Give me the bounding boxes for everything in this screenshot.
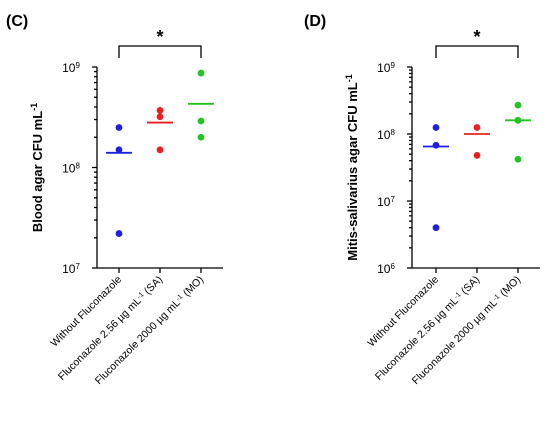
- y-tick-label: 109: [377, 61, 395, 76]
- x-category-label-suffix: (SA): [457, 274, 482, 299]
- x-category-label-superscript: -1: [175, 293, 184, 302]
- y-axis-label: Blood agar CFU mL-1: [29, 103, 45, 232]
- data-point: [156, 106, 164, 114]
- data-point: [115, 146, 123, 154]
- y-tick-label-exponent: 8: [390, 128, 395, 137]
- panel-label: (C): [6, 13, 28, 30]
- x-category-label-superscript: -1: [453, 291, 462, 300]
- x-category-label-suffix: (MO): [496, 274, 523, 301]
- significance-bracket: [435, 45, 519, 58]
- y-tick-label-base: 10: [62, 262, 76, 276]
- data-point: [156, 146, 164, 154]
- x-category-label-text: Fluconazole 2.56 µg mL: [56, 295, 144, 383]
- y-tick-label-exponent: 9: [390, 61, 395, 70]
- y-tick-label-base: 10: [377, 128, 391, 142]
- x-category-label-text: Fluconazole 2000 µg mL: [410, 297, 500, 387]
- y-axis-label-text: Blood agar CFU mL: [30, 111, 45, 232]
- data-point: [432, 141, 440, 149]
- x-category-label-text: Fluconazole 2000 µg mL: [93, 297, 183, 387]
- data-point: [115, 124, 123, 131]
- y-tick-label-exponent: 6: [390, 262, 395, 271]
- y-tick-label: 109: [62, 61, 80, 76]
- y-tick-label-exponent: 9: [75, 61, 80, 70]
- panel-label: (D): [304, 13, 326, 30]
- data-point: [473, 151, 481, 159]
- x-category-label: Without Fluconazole: [365, 274, 441, 350]
- y-tick-label-base: 10: [62, 162, 76, 176]
- y-axis-label-superscript: -1: [344, 74, 354, 82]
- y-tick-label-base: 10: [377, 195, 391, 209]
- y-tick-label: 106: [377, 262, 395, 277]
- y-tick-label: 107: [377, 195, 395, 210]
- y-tick-label-exponent: 7: [75, 262, 80, 271]
- y-tick-label-base: 10: [377, 262, 391, 276]
- y-axis-label: Mitis-salivarius agar CFU mL-1: [344, 74, 360, 260]
- y-axis-label-superscript: -1: [29, 103, 39, 111]
- y-tick-label-exponent: 7: [390, 195, 395, 204]
- y-tick-label: 108: [377, 128, 395, 143]
- data-point: [432, 224, 440, 232]
- data-point: [514, 155, 522, 163]
- x-category-label-suffix: (SA): [140, 274, 165, 299]
- x-category-label: Without Fluconazole: [48, 274, 124, 350]
- y-axis-label-text: Mitis-salivarius agar CFU mL: [345, 82, 360, 260]
- significance-star: *: [473, 27, 480, 47]
- data-point: [197, 69, 205, 77]
- y-tick-label: 108: [62, 161, 80, 176]
- y-tick-label-base: 10: [377, 61, 391, 75]
- significance-bracket: [118, 45, 202, 58]
- x-category-label-text: Without Fluconazole: [48, 274, 124, 350]
- data-point: [432, 124, 440, 131]
- y-tick-label-base: 10: [62, 61, 76, 75]
- significance-star: *: [156, 27, 163, 47]
- x-category-label-text: Fluconazole 2.56 µg mL: [373, 295, 461, 383]
- data-point: [197, 117, 205, 125]
- x-category-label-suffix: (MO): [179, 274, 206, 301]
- y-tick-label: 107: [62, 262, 80, 277]
- data-point: [197, 133, 205, 141]
- x-category-label-text: Without Fluconazole: [365, 274, 441, 350]
- data-point: [473, 124, 481, 131]
- y-tick-label-exponent: 8: [75, 161, 80, 170]
- data-point: [115, 230, 123, 237]
- x-category-label-superscript: -1: [136, 291, 145, 300]
- data-point: [514, 101, 522, 109]
- x-category-label-superscript: -1: [492, 293, 501, 302]
- chart-panel-d: (D)Mitis-salivarius agar CFU mL-11061071…: [304, 13, 540, 387]
- data-point: [156, 113, 164, 121]
